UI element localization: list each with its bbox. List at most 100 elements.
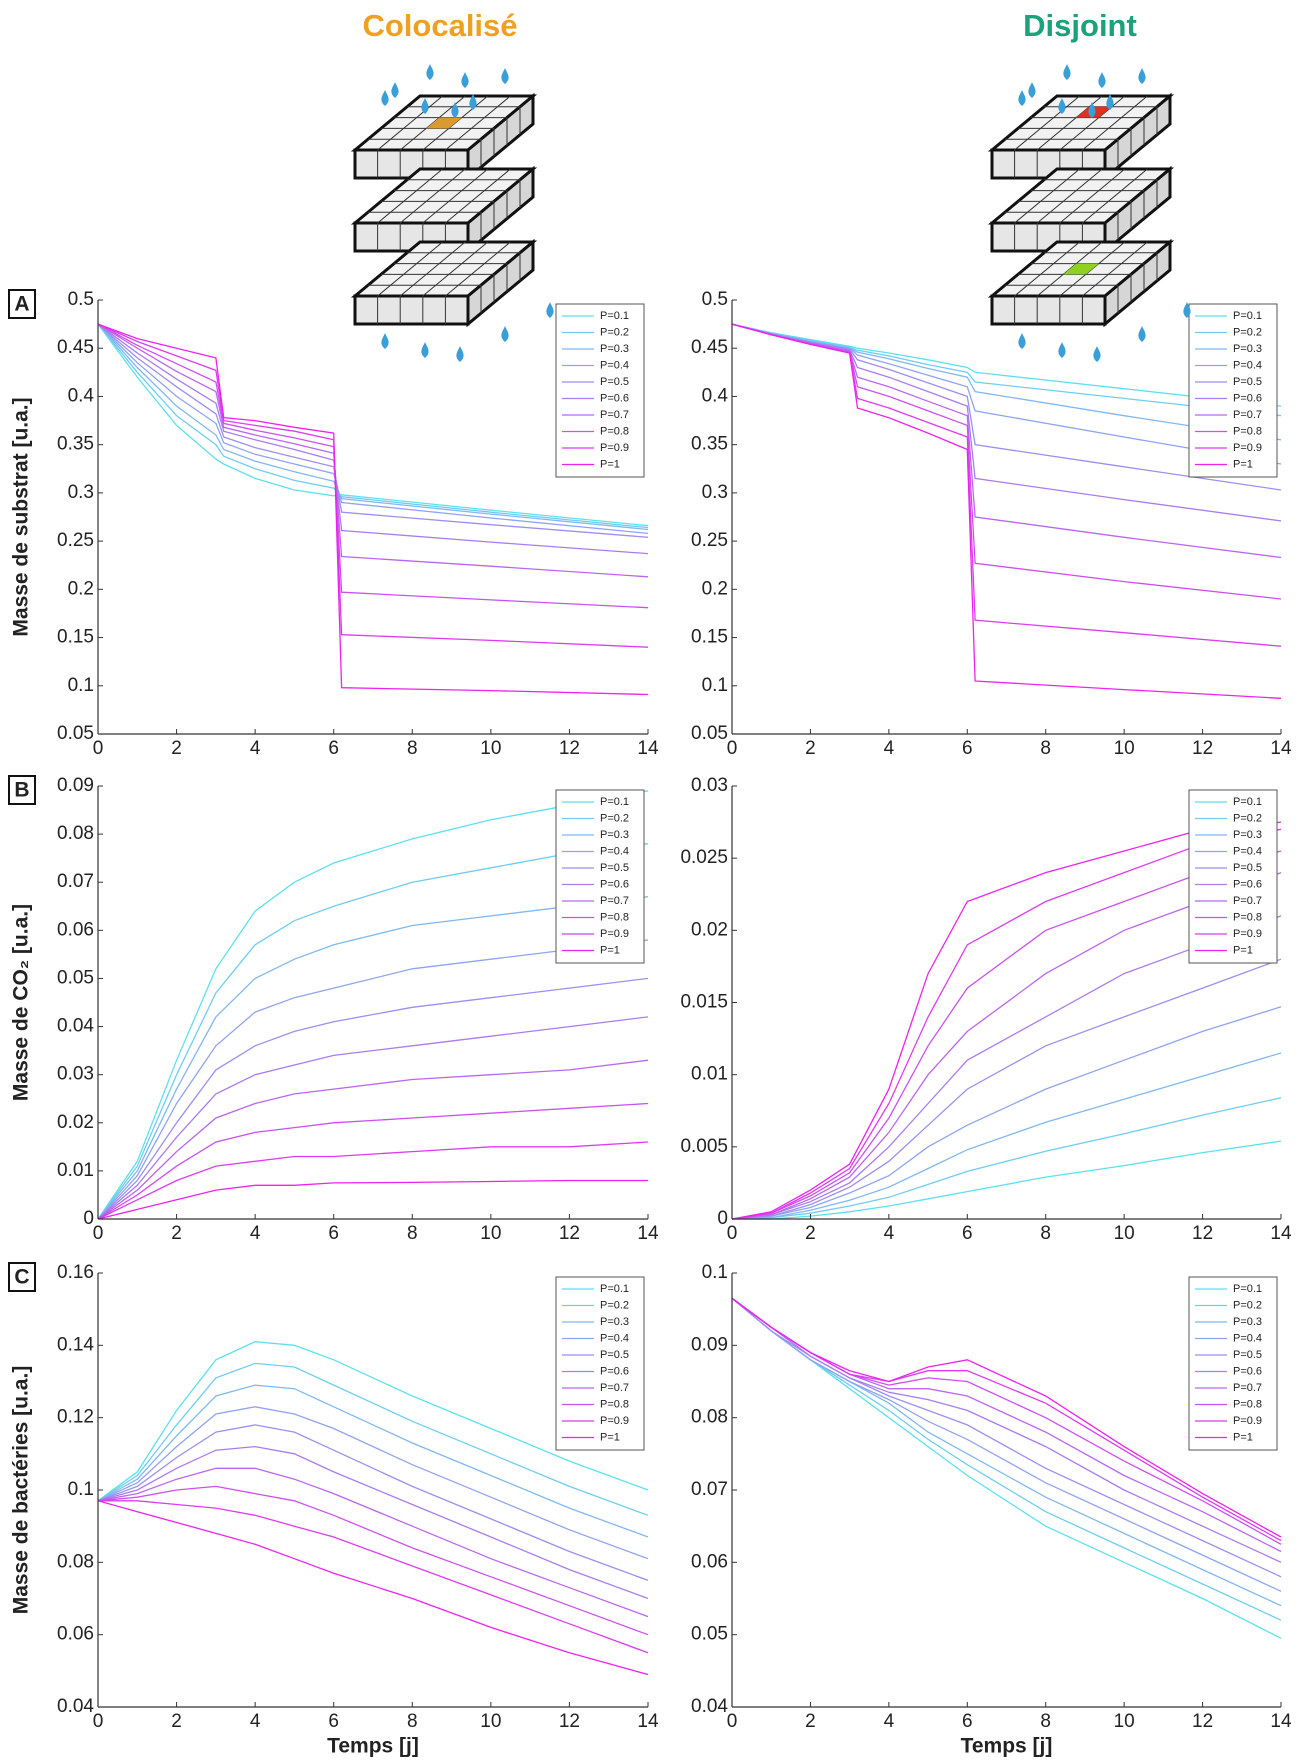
y-tick-label: 0.09 <box>57 775 94 796</box>
y-tick-label: 0.1 <box>702 675 728 696</box>
y-tick-label: 0.05 <box>57 723 94 744</box>
y-tick-label: 0.5 <box>68 289 94 310</box>
y-tick-label: 0.06 <box>691 1551 728 1572</box>
y-tick-label: 0.01 <box>57 1160 94 1181</box>
x-tick-label: 0 <box>727 738 738 759</box>
grid <box>1082 95 1148 151</box>
x-tick-label: 6 <box>962 1711 973 1732</box>
legend-label: P=0.9 <box>1233 928 1262 940</box>
legend-label: P=0.7 <box>1233 1382 1262 1394</box>
series-line <box>97 896 649 1220</box>
series-line <box>97 1102 649 1220</box>
legend-label: P=0.1 <box>1233 796 1262 808</box>
legend-label: P=0.7 <box>600 895 629 907</box>
x-tick-label: 10 <box>480 738 501 759</box>
drop <box>426 64 434 80</box>
x-tick-label: 2 <box>171 1223 182 1244</box>
series-line <box>97 1406 649 1560</box>
legend-label: P=0.3 <box>1233 343 1262 355</box>
x-tick-label: 8 <box>407 1711 418 1732</box>
legend-label: P=0.1 <box>1233 1283 1262 1295</box>
grid <box>399 168 466 224</box>
panel-label-box <box>8 775 36 805</box>
legend-label: P=1 <box>1233 458 1253 470</box>
y-tick-label: 0 <box>83 1208 94 1229</box>
series-line <box>731 323 1282 417</box>
drop <box>501 326 509 342</box>
legend-label: P=0.8 <box>600 911 629 923</box>
drop <box>456 346 464 362</box>
drop <box>1018 333 1026 349</box>
series-line <box>97 1141 649 1220</box>
y-tick-label: 0.08 <box>691 1407 728 1428</box>
series-line <box>97 323 649 529</box>
legend-label: P=0.9 <box>600 928 629 940</box>
grid <box>377 168 443 224</box>
y-tick-label: 0.07 <box>691 1479 728 1500</box>
legend-label: P=0.9 <box>1233 442 1262 454</box>
y-tick-label: 0.5 <box>702 289 728 310</box>
x-tick-label: 14 <box>637 1223 659 1244</box>
y-tick-label: 0.4 <box>68 385 95 406</box>
legend-label: P=0.8 <box>1233 911 1262 923</box>
x-tick-label: 14 <box>1270 738 1292 759</box>
grid <box>1082 241 1148 297</box>
legend-label: P=0.8 <box>600 425 629 437</box>
series-line <box>97 1179 648 1220</box>
x-tick-label: 10 <box>1114 1223 1135 1244</box>
legend-label: P=0.6 <box>600 878 629 890</box>
y-tick-label: 0.14 <box>57 1334 94 1355</box>
legend-label: P=0.4 <box>600 845 629 857</box>
x-tick-label: 12 <box>559 1223 580 1244</box>
grid <box>445 95 511 151</box>
series-line <box>731 1006 1282 1220</box>
legend-label: P=0.2 <box>600 812 629 824</box>
x-tick-label: 2 <box>171 738 182 759</box>
drop <box>1093 346 1101 362</box>
grid <box>422 168 489 224</box>
legend-label: P=0.9 <box>600 1415 629 1427</box>
series-line <box>731 323 1282 407</box>
legend-label: P=0.9 <box>1233 1415 1262 1427</box>
y-tick-label: 0.45 <box>691 337 728 358</box>
cell-marker <box>1063 263 1099 275</box>
y-tick-label: 0.005 <box>680 1136 728 1157</box>
series-line <box>97 323 649 648</box>
series-line <box>731 850 1282 1220</box>
x-tick-label: 0 <box>93 1223 104 1244</box>
x-tick-label: 8 <box>1040 1223 1051 1244</box>
legend-label: P=0.5 <box>1233 1349 1262 1361</box>
x-tick-label: 4 <box>884 1711 895 1732</box>
y-tick-label: 0.09 <box>691 1334 728 1355</box>
x-tick-label: 4 <box>250 1711 261 1732</box>
legend-label: P=0.8 <box>1233 1398 1262 1410</box>
x-tick-label: 10 <box>1114 1711 1135 1732</box>
x-tick-label: 12 <box>559 1711 580 1732</box>
legend-label: P=0.2 <box>1233 812 1262 824</box>
panel-label-box <box>8 289 36 319</box>
slab-front <box>990 294 1107 326</box>
x-tick-label: 2 <box>805 738 816 759</box>
drop <box>1018 90 1026 106</box>
drop <box>1088 102 1096 118</box>
x-tick-label: 12 <box>1192 1223 1213 1244</box>
legend-label: P=0.1 <box>600 310 629 322</box>
series-line <box>97 323 649 535</box>
y-tick-label: 0.2 <box>702 578 728 599</box>
legend-label: P=0.5 <box>600 1349 629 1361</box>
x-axis-label: Temps [j] <box>327 1735 419 1758</box>
y-tick-label: 0.35 <box>691 434 728 455</box>
drop <box>421 98 429 114</box>
series-line <box>97 843 649 1220</box>
legend-label: P=0.2 <box>600 1299 629 1311</box>
x-tick-label: 0 <box>727 1711 738 1732</box>
legend-label: P=0.4 <box>600 359 629 371</box>
series-line <box>97 1424 649 1582</box>
legend-label: P=0.4 <box>600 1332 629 1344</box>
drop <box>381 333 389 349</box>
y-tick-label: 0.25 <box>57 530 94 551</box>
y-tick-label: 0.05 <box>691 1624 728 1645</box>
y-tick-label: 0.04 <box>691 1696 728 1717</box>
series-line <box>97 790 649 1220</box>
series-line <box>97 1485 649 1636</box>
